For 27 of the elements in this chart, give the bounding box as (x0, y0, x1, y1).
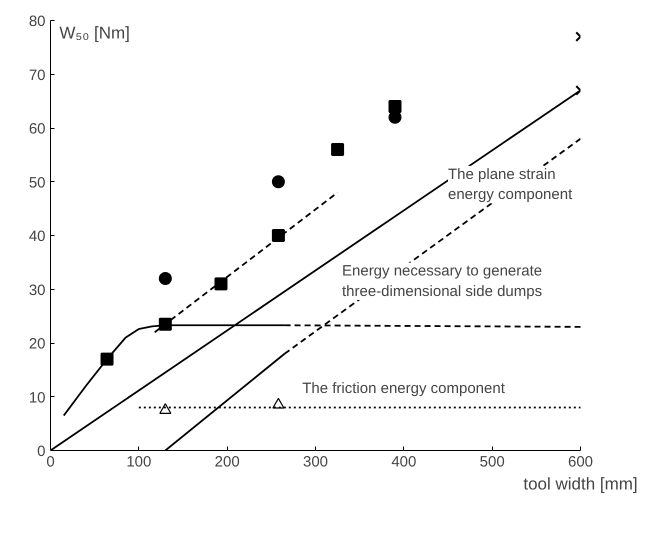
y-axis-title: W₅₀ [Nm] (59, 24, 130, 42)
y-tick-label: 50 (28, 174, 46, 192)
annotation: The plane strain energy component (448, 166, 574, 204)
y-tick-label: 30 (28, 282, 46, 299)
point (388, 100, 402, 113)
y-tick-label: 40 (28, 228, 46, 245)
point (331, 143, 344, 156)
x-tick-label: 400 (391, 454, 416, 470)
y-tick-label: 10 (28, 389, 46, 406)
point (272, 229, 285, 242)
x-tick-label: 600 (568, 454, 594, 470)
x-tick-label: 300 (302, 454, 328, 470)
x-axis-title: tool width [mm] (523, 474, 638, 494)
y-tick-label: 20 (28, 336, 46, 352)
annotation: The friction energy component (302, 380, 506, 397)
point (158, 272, 172, 285)
y-tick-label: 70 (28, 66, 46, 84)
x-tick-label: 100 (126, 454, 152, 470)
y-tick-label: 0 (37, 443, 46, 460)
x-tick-label: 500 (480, 454, 505, 470)
point (159, 403, 172, 414)
annotation: Energy necessary to generate three-dimensional side dumps (342, 262, 542, 300)
y-tick-label: 80 (28, 13, 46, 30)
point (214, 277, 228, 290)
point (272, 175, 285, 188)
x-tick-label: 200 (214, 454, 240, 470)
y-tick-label: 60 (28, 120, 46, 138)
